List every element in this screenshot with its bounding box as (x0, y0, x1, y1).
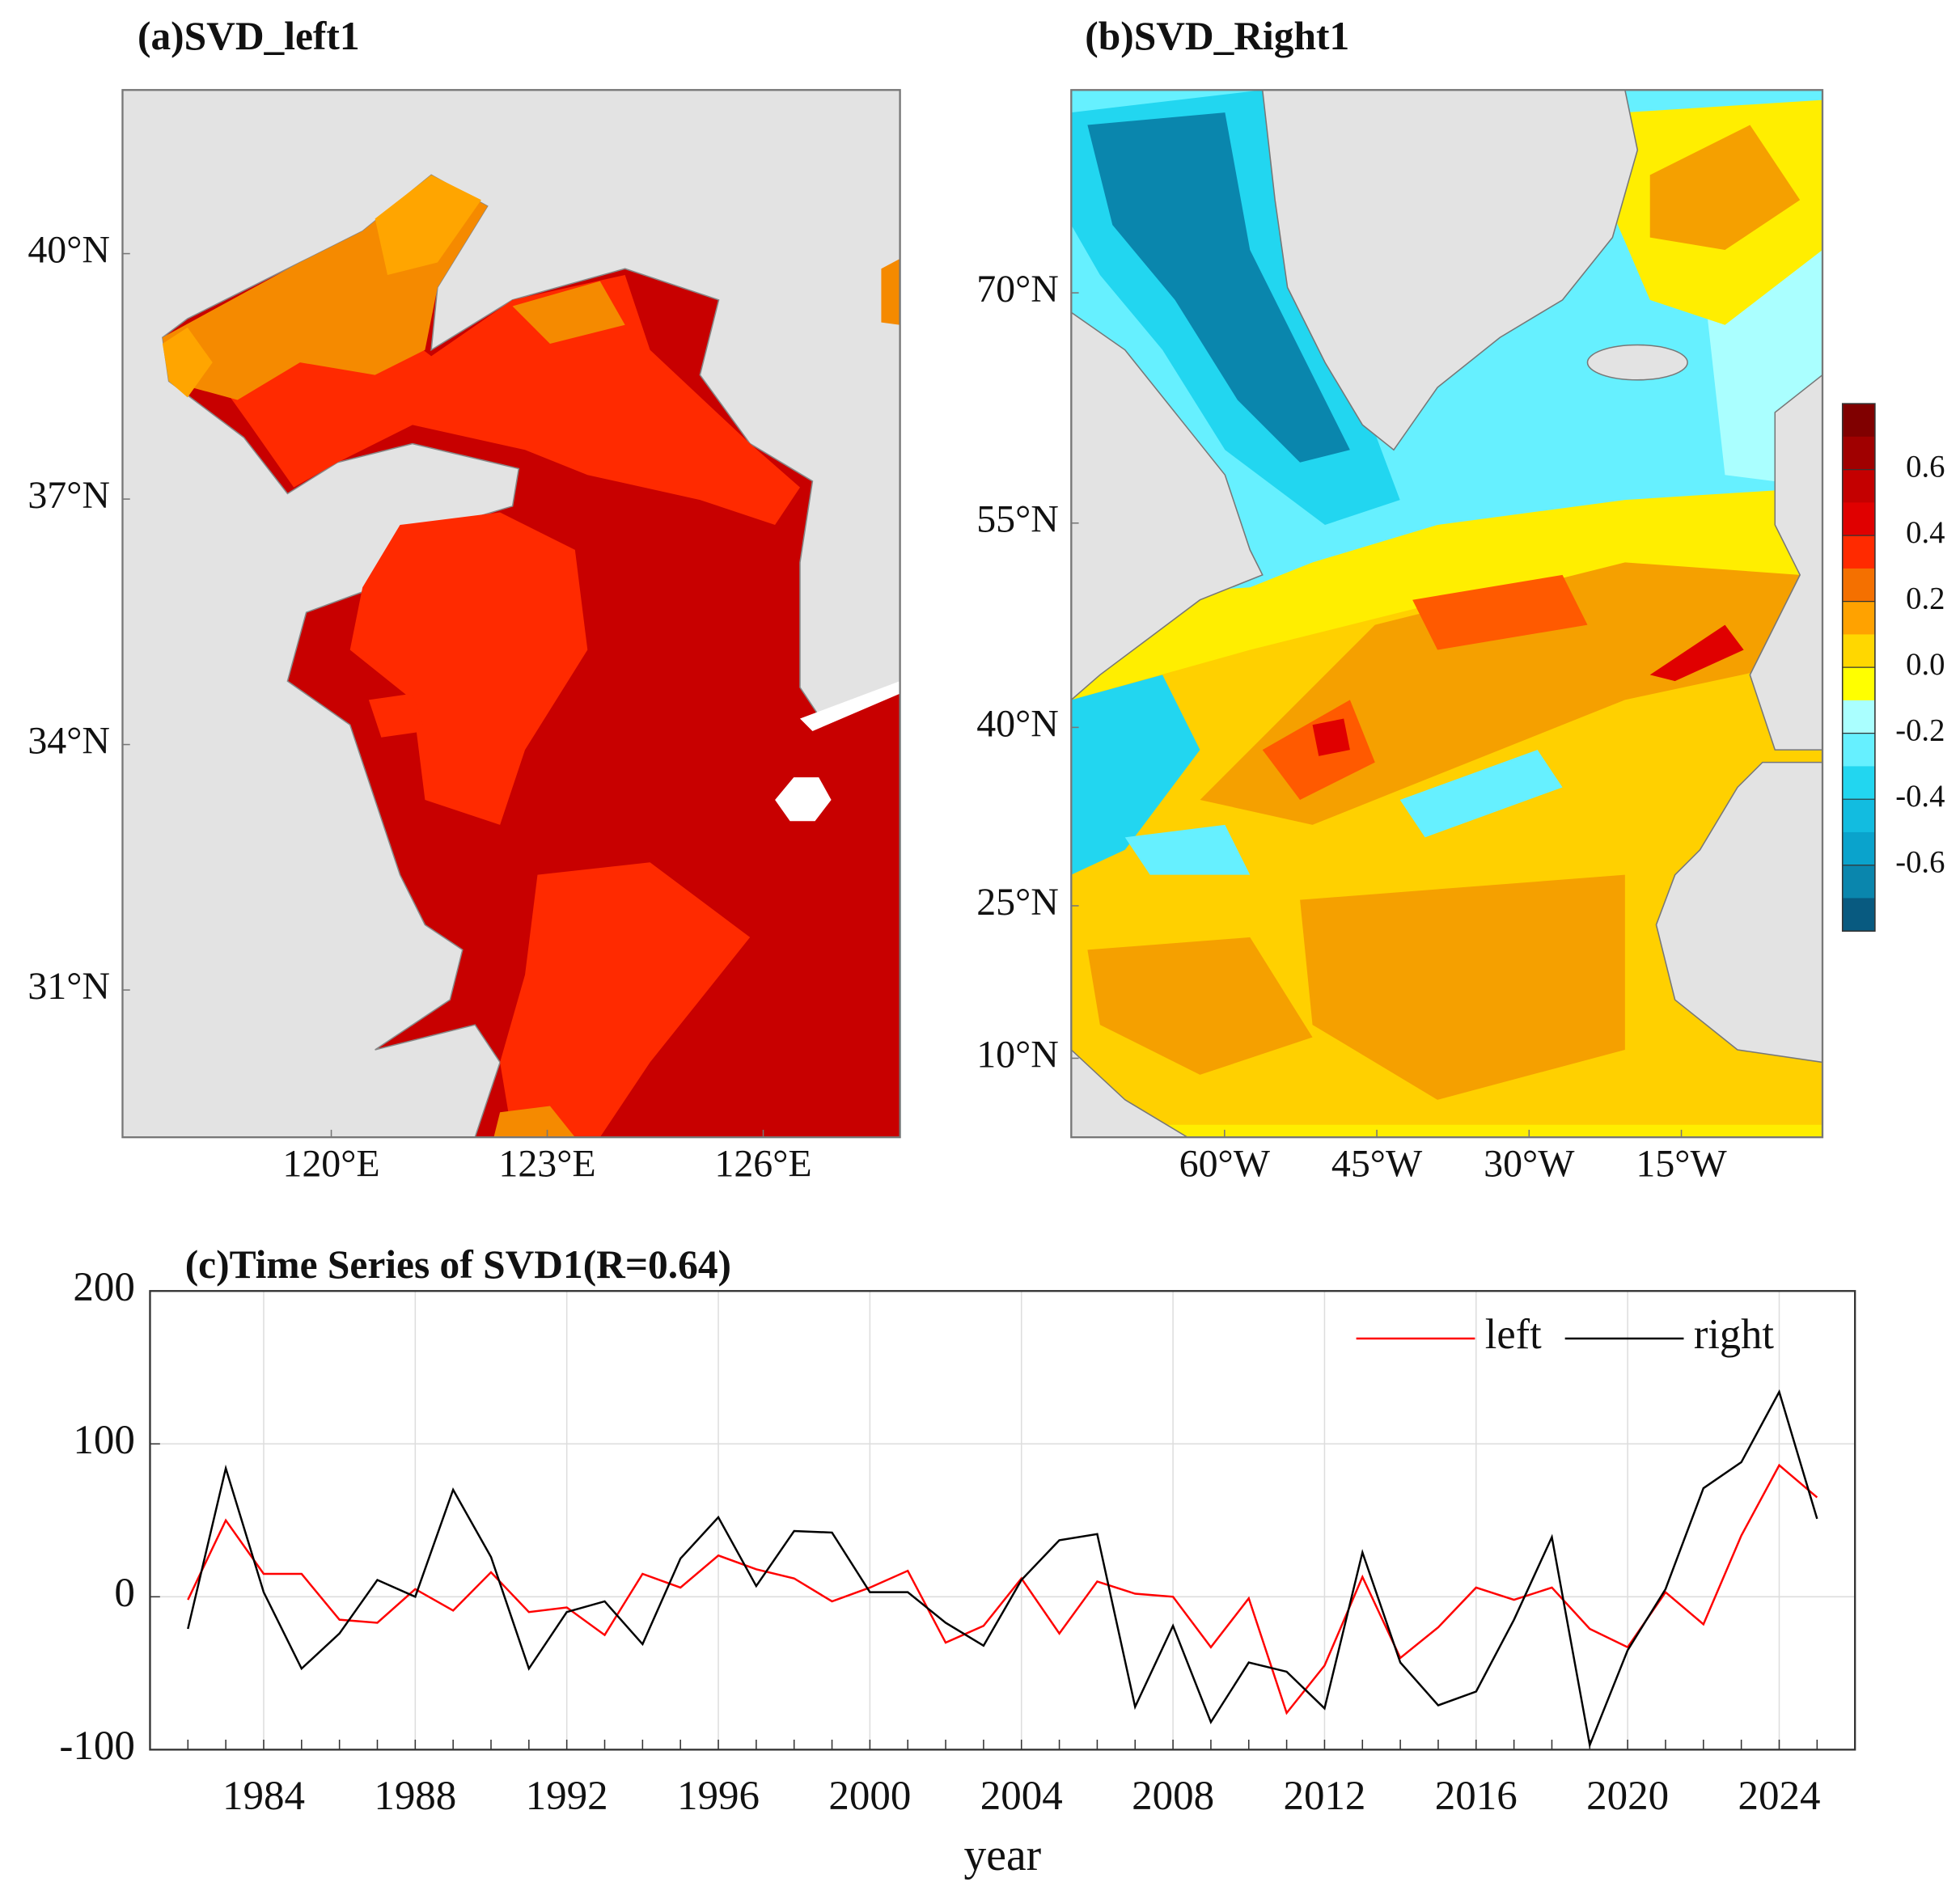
x-tick-label: 15°W (1636, 1142, 1727, 1185)
colorbar-swatch (1842, 404, 1875, 438)
map-frame (121, 89, 901, 1139)
colorbar-swatch (1842, 865, 1875, 899)
panel-title: (c)Time Series of SVD1(R=0.64) (185, 1242, 731, 1287)
colorbar-swatch (1842, 502, 1875, 536)
panel-title: (a)SVD_left1 (138, 14, 360, 58)
colorbar-tick-label: 0.0 (1906, 648, 1945, 682)
x-tick-label: 2016 (1435, 1774, 1518, 1819)
series-line (187, 1389, 1818, 1749)
y-tick-label: 55°N (976, 498, 1059, 541)
x-tick-label: 2020 (1586, 1774, 1669, 1819)
y-tick-label: 0 (114, 1571, 135, 1616)
legend-label: left (1485, 1311, 1542, 1358)
colorbar-swatch (1842, 535, 1875, 569)
y-tick-label: 100 (73, 1418, 134, 1463)
x-tick-label: 123°E (498, 1142, 595, 1185)
colorbar-swatch (1842, 766, 1875, 800)
colorbar-tick-label: -0.4 (1895, 780, 1945, 814)
x-tick-label: 1996 (677, 1774, 760, 1819)
colorbar-tick-label: 0.2 (1906, 582, 1945, 616)
colorbar-tick-label: -0.6 (1895, 846, 1945, 880)
x-tick-label: 2012 (1283, 1774, 1365, 1819)
map-a-field (122, 90, 900, 1138)
colorbar-swatch (1842, 601, 1875, 636)
series-line (187, 1463, 1818, 1715)
x-tick-label: 120°E (282, 1142, 379, 1185)
y-tick-label: 31°N (28, 965, 110, 1008)
panel-title: (b)SVD_Right1 (1085, 14, 1349, 58)
x-tick-label: 45°W (1331, 1142, 1423, 1185)
colorbar-swatch (1842, 568, 1875, 603)
y-tick-label: 200 (73, 1265, 134, 1310)
x-tick-label: 2000 (828, 1774, 911, 1819)
y-tick-label: 25°N (976, 881, 1059, 924)
y-tick-label: 10°N (976, 1033, 1059, 1076)
x-axis-label: year (963, 1830, 1041, 1880)
colorbar-swatch (1842, 898, 1875, 932)
colorbar-swatch (1842, 436, 1875, 471)
colorbar-swatch (1842, 799, 1875, 833)
colorbar-tick-label: 0.6 (1906, 450, 1945, 484)
colorbar-swatch (1842, 469, 1875, 504)
colorbar-swatch (1842, 634, 1875, 668)
x-tick-label: 1988 (374, 1774, 456, 1819)
colorbar-swatch (1842, 667, 1875, 701)
y-tick-label: 34°N (28, 720, 110, 763)
colorbar-tick-label: 0.4 (1906, 516, 1945, 550)
y-tick-label: -100 (59, 1723, 134, 1769)
map-b-field (1071, 90, 1822, 1138)
y-tick-label: 40°N (976, 702, 1059, 745)
x-tick-label: 1984 (222, 1774, 305, 1819)
y-tick-label: 40°N (28, 229, 110, 272)
x-tick-label: 60°W (1179, 1142, 1271, 1185)
x-tick-label: 1992 (526, 1774, 608, 1819)
map-frame (1070, 89, 1824, 1139)
colorbar-swatch (1842, 831, 1875, 866)
x-tick-label: 2008 (1132, 1774, 1214, 1819)
legend-label: right (1694, 1311, 1775, 1358)
colorbar-swatch (1842, 733, 1875, 768)
colorbar-swatch (1842, 700, 1875, 734)
x-tick-label: 2024 (1738, 1774, 1821, 1819)
x-tick-label: 126°E (714, 1142, 811, 1185)
colorbar-tick-label: -0.2 (1895, 714, 1945, 748)
plot-frame (149, 1290, 1856, 1751)
y-tick-label: 37°N (28, 474, 110, 517)
x-tick-label: 2004 (980, 1774, 1063, 1819)
y-tick-label: 70°N (976, 268, 1059, 311)
x-tick-label: 30°W (1484, 1142, 1575, 1185)
